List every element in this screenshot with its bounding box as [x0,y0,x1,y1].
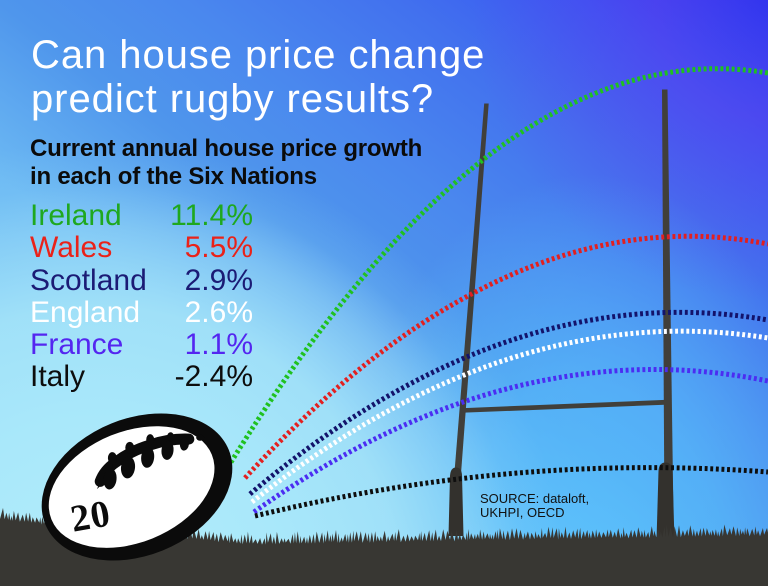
svg-text:20: 20 [67,492,114,540]
svg-text:UKHPI, OECD: UKHPI, OECD [480,505,565,520]
svg-text:SOURCE: dataloft,: SOURCE: dataloft, [480,491,589,506]
